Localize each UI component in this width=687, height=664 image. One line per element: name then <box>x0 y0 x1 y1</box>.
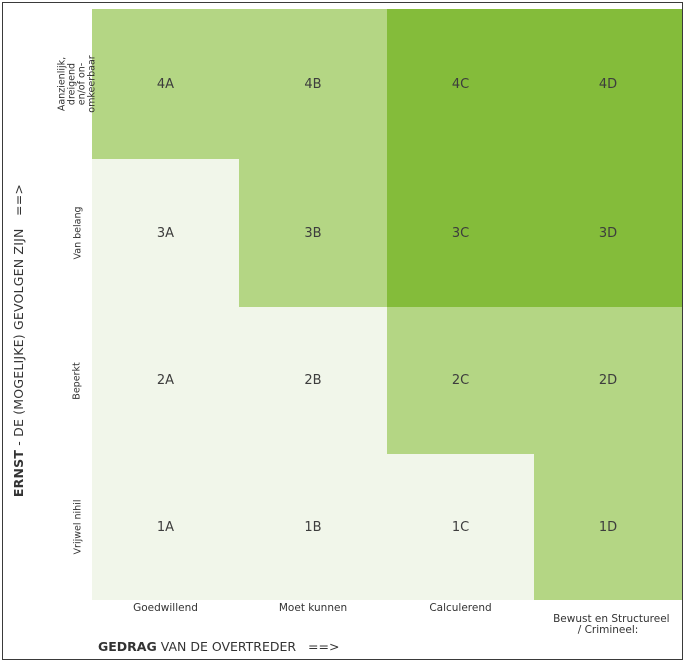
cell-4a: 4A <box>92 9 239 159</box>
col-label-b-text: Moet kunnen <box>278 602 348 614</box>
y-axis-arrow: ==> <box>11 183 27 216</box>
cell-4c: 4C <box>387 9 534 159</box>
cell-3b: 3B <box>239 159 387 307</box>
cell-1a: 1A <box>92 454 239 600</box>
x-axis-arrow: ==> <box>308 639 340 654</box>
cell-4d: 4D <box>534 9 682 159</box>
row-label-2-text: Beperkt <box>72 361 83 400</box>
col-label-d-text: Bewust en Structureel / Crimineel: <box>553 613 670 636</box>
y-axis-title-rest: - DE (MOGELIJKE) GEVOLGEN ZIJN <box>11 227 27 450</box>
cell-2c: 2C <box>387 307 534 454</box>
cell-3d: 3D <box>534 159 682 307</box>
cell-1d: 1D <box>534 454 682 600</box>
col-label-a: Goedwillend <box>92 603 239 614</box>
matrix-grid: 4A 4B 4C 4D 3A 3B 3C 3D 2A 2B 2C 2D 1A 1… <box>92 9 682 600</box>
x-axis-title-rest: VAN DE OVERTREDER <box>156 639 297 654</box>
row-label-3: Van belang <box>66 159 90 307</box>
cell-2a: 2A <box>92 307 239 454</box>
cell-3c: 3C <box>387 159 534 307</box>
col-label-c: Calculerend <box>387 603 534 614</box>
col-label-b: Moet kunnen <box>239 603 387 614</box>
x-axis-title: GEDRAG VAN DE OVERTREDER ==> <box>98 639 339 654</box>
cell-2b: 2B <box>239 307 387 454</box>
col-label-c-text: Calculerend <box>429 602 492 614</box>
row-label-4-text: Aanzienlijk, dreigend en/of on- omkeerba… <box>57 55 98 113</box>
cell-3a: 3A <box>92 159 239 307</box>
cell-2d: 2D <box>534 307 682 454</box>
row-label-1: Vrijwel nihil <box>66 454 90 600</box>
row-label-4: Aanzienlijk, dreigend en/of on- omkeerba… <box>57 9 98 159</box>
col-label-a-text: Goedwillend <box>133 602 198 614</box>
cell-4b: 4B <box>239 9 387 159</box>
col-label-d: Bewust en Structureel / Crimineel: <box>534 603 682 636</box>
row-label-3-text: Van belang <box>72 206 84 260</box>
cell-1c: 1C <box>387 454 534 600</box>
cell-1b: 1B <box>239 454 387 600</box>
row-label-1-text: Vrijwel nihil <box>72 499 84 555</box>
row-label-2: Beperkt <box>66 307 90 454</box>
y-axis-title: ERNST - DE (MOGELIJKE) GEVOLGEN ZIJN ==> <box>8 80 30 600</box>
x-axis-title-bold: GEDRAG <box>98 639 157 654</box>
y-axis-title-bold: ERNST <box>11 449 27 497</box>
